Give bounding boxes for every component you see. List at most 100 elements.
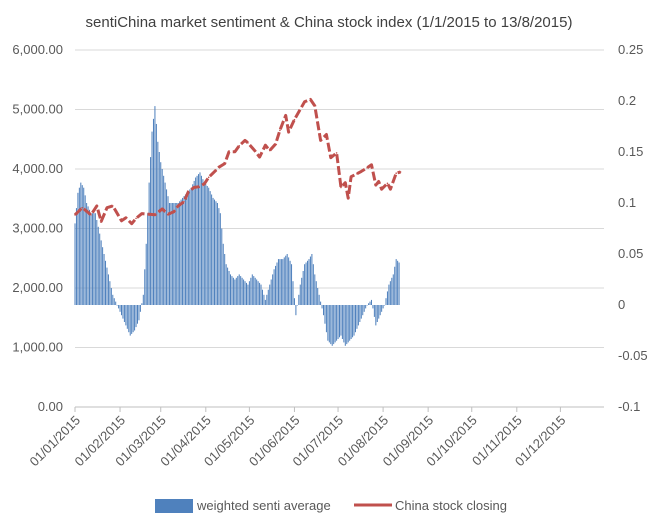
bar (250, 277, 252, 305)
line-series-china-stock-closing (73, 97, 402, 226)
bar (394, 266, 396, 305)
bar (89, 209, 91, 305)
bar (168, 203, 170, 305)
line-point (207, 176, 210, 179)
bar (115, 301, 117, 305)
bar (90, 213, 92, 305)
bar (138, 305, 140, 321)
bar (93, 213, 95, 305)
gridlines (75, 49, 604, 348)
bar (378, 305, 380, 319)
line-point (177, 205, 179, 207)
line-point (154, 214, 156, 216)
bar (347, 305, 349, 343)
line-point (350, 175, 352, 178)
bar (134, 305, 136, 331)
bar (266, 294, 268, 305)
line-point (215, 169, 217, 171)
bar (360, 305, 362, 319)
bar (307, 260, 309, 305)
bar (119, 305, 121, 312)
line-point (293, 118, 296, 121)
line-point (218, 166, 220, 169)
bar (157, 141, 159, 305)
bar (263, 294, 265, 305)
bar (219, 213, 221, 305)
bar (180, 199, 182, 305)
line-point (389, 188, 392, 191)
bar (366, 305, 368, 306)
line-point (141, 212, 143, 215)
bar (193, 180, 195, 305)
bar (173, 203, 175, 305)
bar (158, 152, 160, 305)
bar (314, 274, 316, 305)
bar (270, 279, 272, 305)
bar (336, 305, 338, 341)
legend-swatch-weighted-senti-average (155, 499, 193, 513)
line-point (106, 206, 108, 209)
bar (145, 243, 147, 305)
bar (352, 305, 354, 338)
bar (78, 187, 80, 305)
bar (376, 305, 378, 322)
bar (190, 187, 192, 305)
bar (293, 298, 295, 305)
bar (368, 303, 370, 305)
bar (349, 305, 351, 341)
bar (224, 254, 226, 305)
bar (372, 305, 374, 309)
bar (373, 305, 375, 317)
line-point (187, 190, 190, 193)
bar (256, 279, 258, 305)
bar (231, 276, 233, 305)
line-point (325, 133, 328, 136)
bar (87, 206, 89, 305)
bar (370, 299, 372, 305)
right-axis-tick-label: -0.05 (618, 348, 648, 363)
bar (292, 281, 294, 305)
bar (99, 233, 101, 305)
bar (340, 305, 342, 336)
bar (382, 305, 384, 309)
bar (295, 305, 297, 316)
bar (276, 262, 278, 305)
bar (251, 274, 253, 305)
bar (202, 179, 204, 305)
bar (120, 305, 123, 316)
right-axis-tick-label: 0 (618, 297, 625, 312)
bar (75, 208, 77, 305)
bar (216, 203, 218, 305)
bar (247, 284, 249, 305)
bar (192, 184, 194, 305)
bar (354, 305, 356, 333)
bar (331, 305, 333, 346)
bar (102, 247, 104, 305)
bar (386, 291, 388, 305)
line-point (395, 172, 397, 174)
bar (237, 276, 239, 305)
bar (129, 305, 131, 336)
bar (261, 289, 263, 305)
bar (174, 203, 176, 305)
bar (164, 182, 166, 305)
bar (228, 271, 230, 305)
bar (356, 305, 358, 329)
line-point (279, 129, 281, 132)
bar (167, 196, 169, 305)
line-point (274, 143, 277, 145)
bar (365, 305, 367, 309)
bar (163, 175, 165, 305)
line-point (238, 144, 241, 147)
bar (350, 305, 352, 339)
bar (161, 169, 163, 305)
bar (346, 305, 348, 345)
bar (110, 288, 112, 305)
line-point (247, 142, 249, 144)
bar (260, 284, 262, 305)
bar (84, 195, 86, 305)
bar (291, 264, 293, 305)
line-point (203, 183, 206, 185)
bar (359, 305, 361, 322)
line-point (356, 172, 358, 175)
